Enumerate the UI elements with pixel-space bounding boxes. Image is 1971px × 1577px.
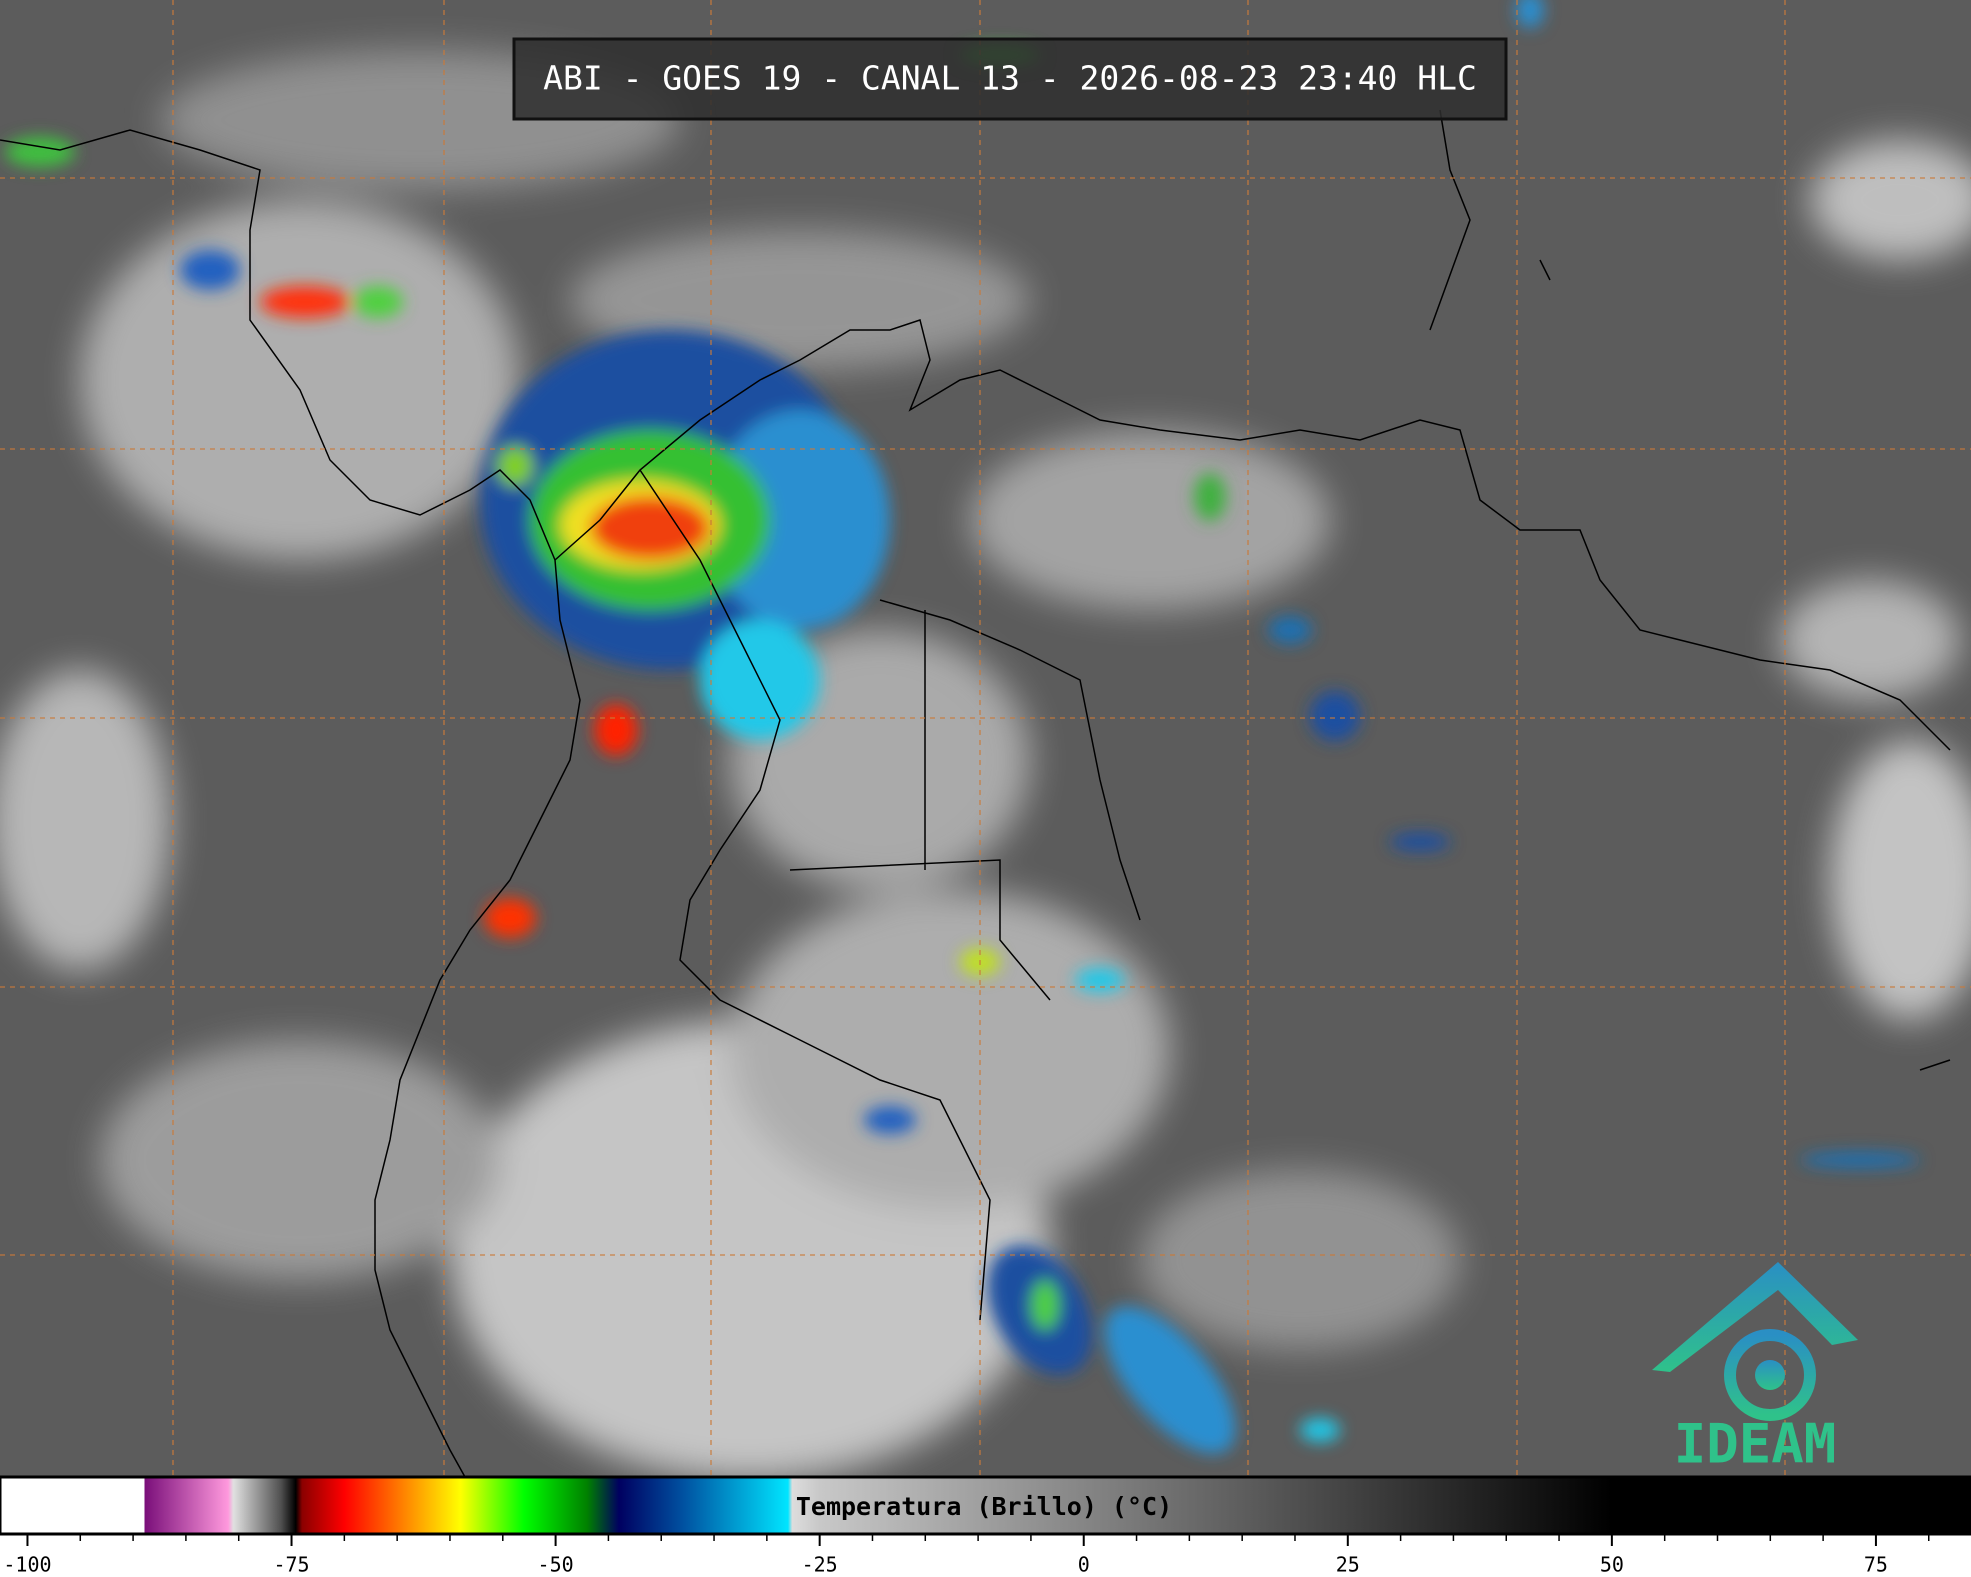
tick-label: -100 bbox=[3, 1553, 51, 1577]
colorbar-label: Temperatura (Brillo) (°C) bbox=[796, 1492, 1172, 1521]
tick-label: -50 bbox=[538, 1553, 574, 1577]
title: ABI - GOES 19 - CANAL 13 - 2026-08-23 23… bbox=[543, 59, 1477, 98]
tick-label: -25 bbox=[802, 1553, 838, 1577]
logo-text: IDEAM bbox=[1674, 1413, 1837, 1476]
logo-eye bbox=[1755, 1360, 1785, 1390]
tick-label: 0 bbox=[1078, 1553, 1090, 1577]
tick-label: 75 bbox=[1864, 1553, 1888, 1577]
tick-label: -75 bbox=[273, 1553, 309, 1577]
satellite-image bbox=[0, 0, 1971, 1480]
title-box bbox=[512, 37, 1508, 121]
colorbar: -100 -75 -50 -25 0 25 50 75 bbox=[0, 1475, 1971, 1577]
logo: IDEAM bbox=[1652, 1262, 1858, 1476]
tick-label: 25 bbox=[1336, 1553, 1360, 1577]
tick-label: 50 bbox=[1600, 1553, 1624, 1577]
logo-swirl bbox=[1724, 1329, 1816, 1421]
logo-roof bbox=[1652, 1262, 1858, 1372]
colorbar-gradient bbox=[0, 1475, 1971, 1536]
